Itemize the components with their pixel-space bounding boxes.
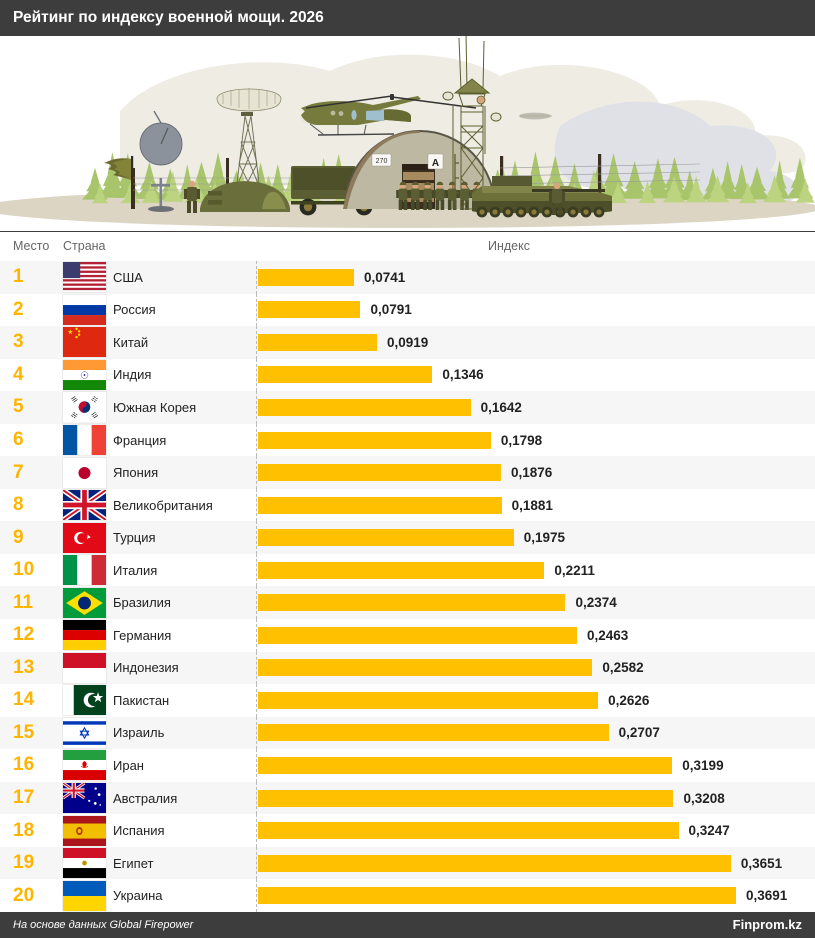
svg-text:270: 270 bbox=[376, 158, 388, 165]
svg-text:A: A bbox=[432, 158, 439, 169]
